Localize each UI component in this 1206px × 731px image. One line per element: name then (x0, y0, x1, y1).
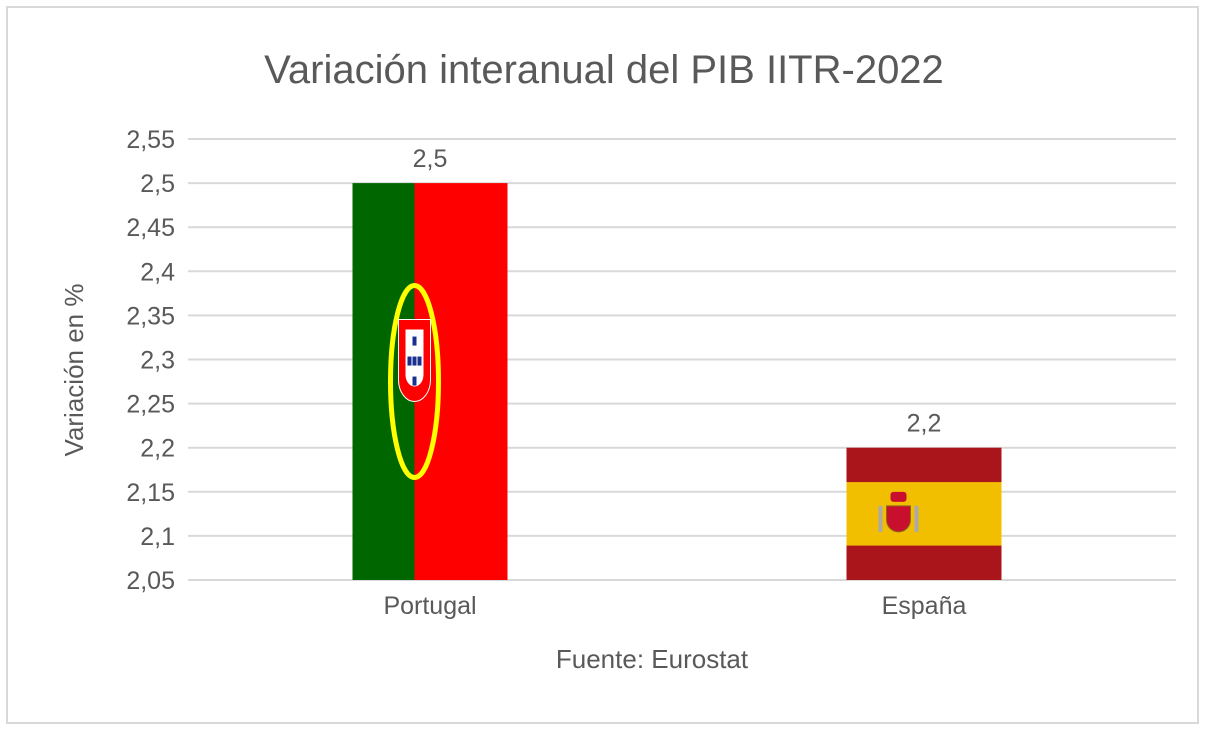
crown-icon (890, 491, 907, 502)
armillary-sphere-icon (388, 283, 441, 481)
y-tick-label: 2,15 (126, 479, 175, 507)
y-tick-label: 2,45 (126, 214, 175, 242)
quina-icon (412, 336, 417, 346)
flag-yellow-band (846, 482, 1002, 546)
quina-icon (407, 356, 412, 366)
y-tick-label: 2,55 (126, 126, 175, 154)
bar-espana (846, 447, 1002, 580)
quina-icon (412, 356, 417, 366)
bar-portugal (352, 183, 508, 580)
x-axis-label: Fuente: Eurostat (556, 644, 749, 674)
y-tick-label: 2,05 (126, 567, 175, 595)
y-tick-label: 2,4 (140, 258, 175, 286)
y-tick-label: 2,25 (126, 391, 175, 419)
pillar-icon (914, 505, 919, 532)
coat-of-arms-icon (886, 505, 911, 533)
y-tick-label: 2,35 (126, 302, 175, 330)
pillar-icon (878, 505, 883, 532)
y-tick-label: 2,3 (140, 347, 175, 375)
y-tick-label: 2,5 (140, 170, 175, 198)
data-label: 2,2 (907, 410, 942, 438)
data-label: 2,5 (413, 145, 448, 173)
y-axis-label: Variación en % (59, 284, 89, 457)
x-tick-label: Portugal (383, 592, 476, 620)
y-tick-label: 2,1 (140, 523, 175, 551)
quina-icon (417, 356, 422, 366)
x-tick-label: España (882, 592, 967, 620)
chart-title: Variación interanual del PIB IITR-2022 (264, 48, 944, 92)
y-tick-label: 2,2 (140, 435, 175, 463)
chart-frame (6, 6, 1199, 724)
quina-icon (412, 376, 417, 386)
